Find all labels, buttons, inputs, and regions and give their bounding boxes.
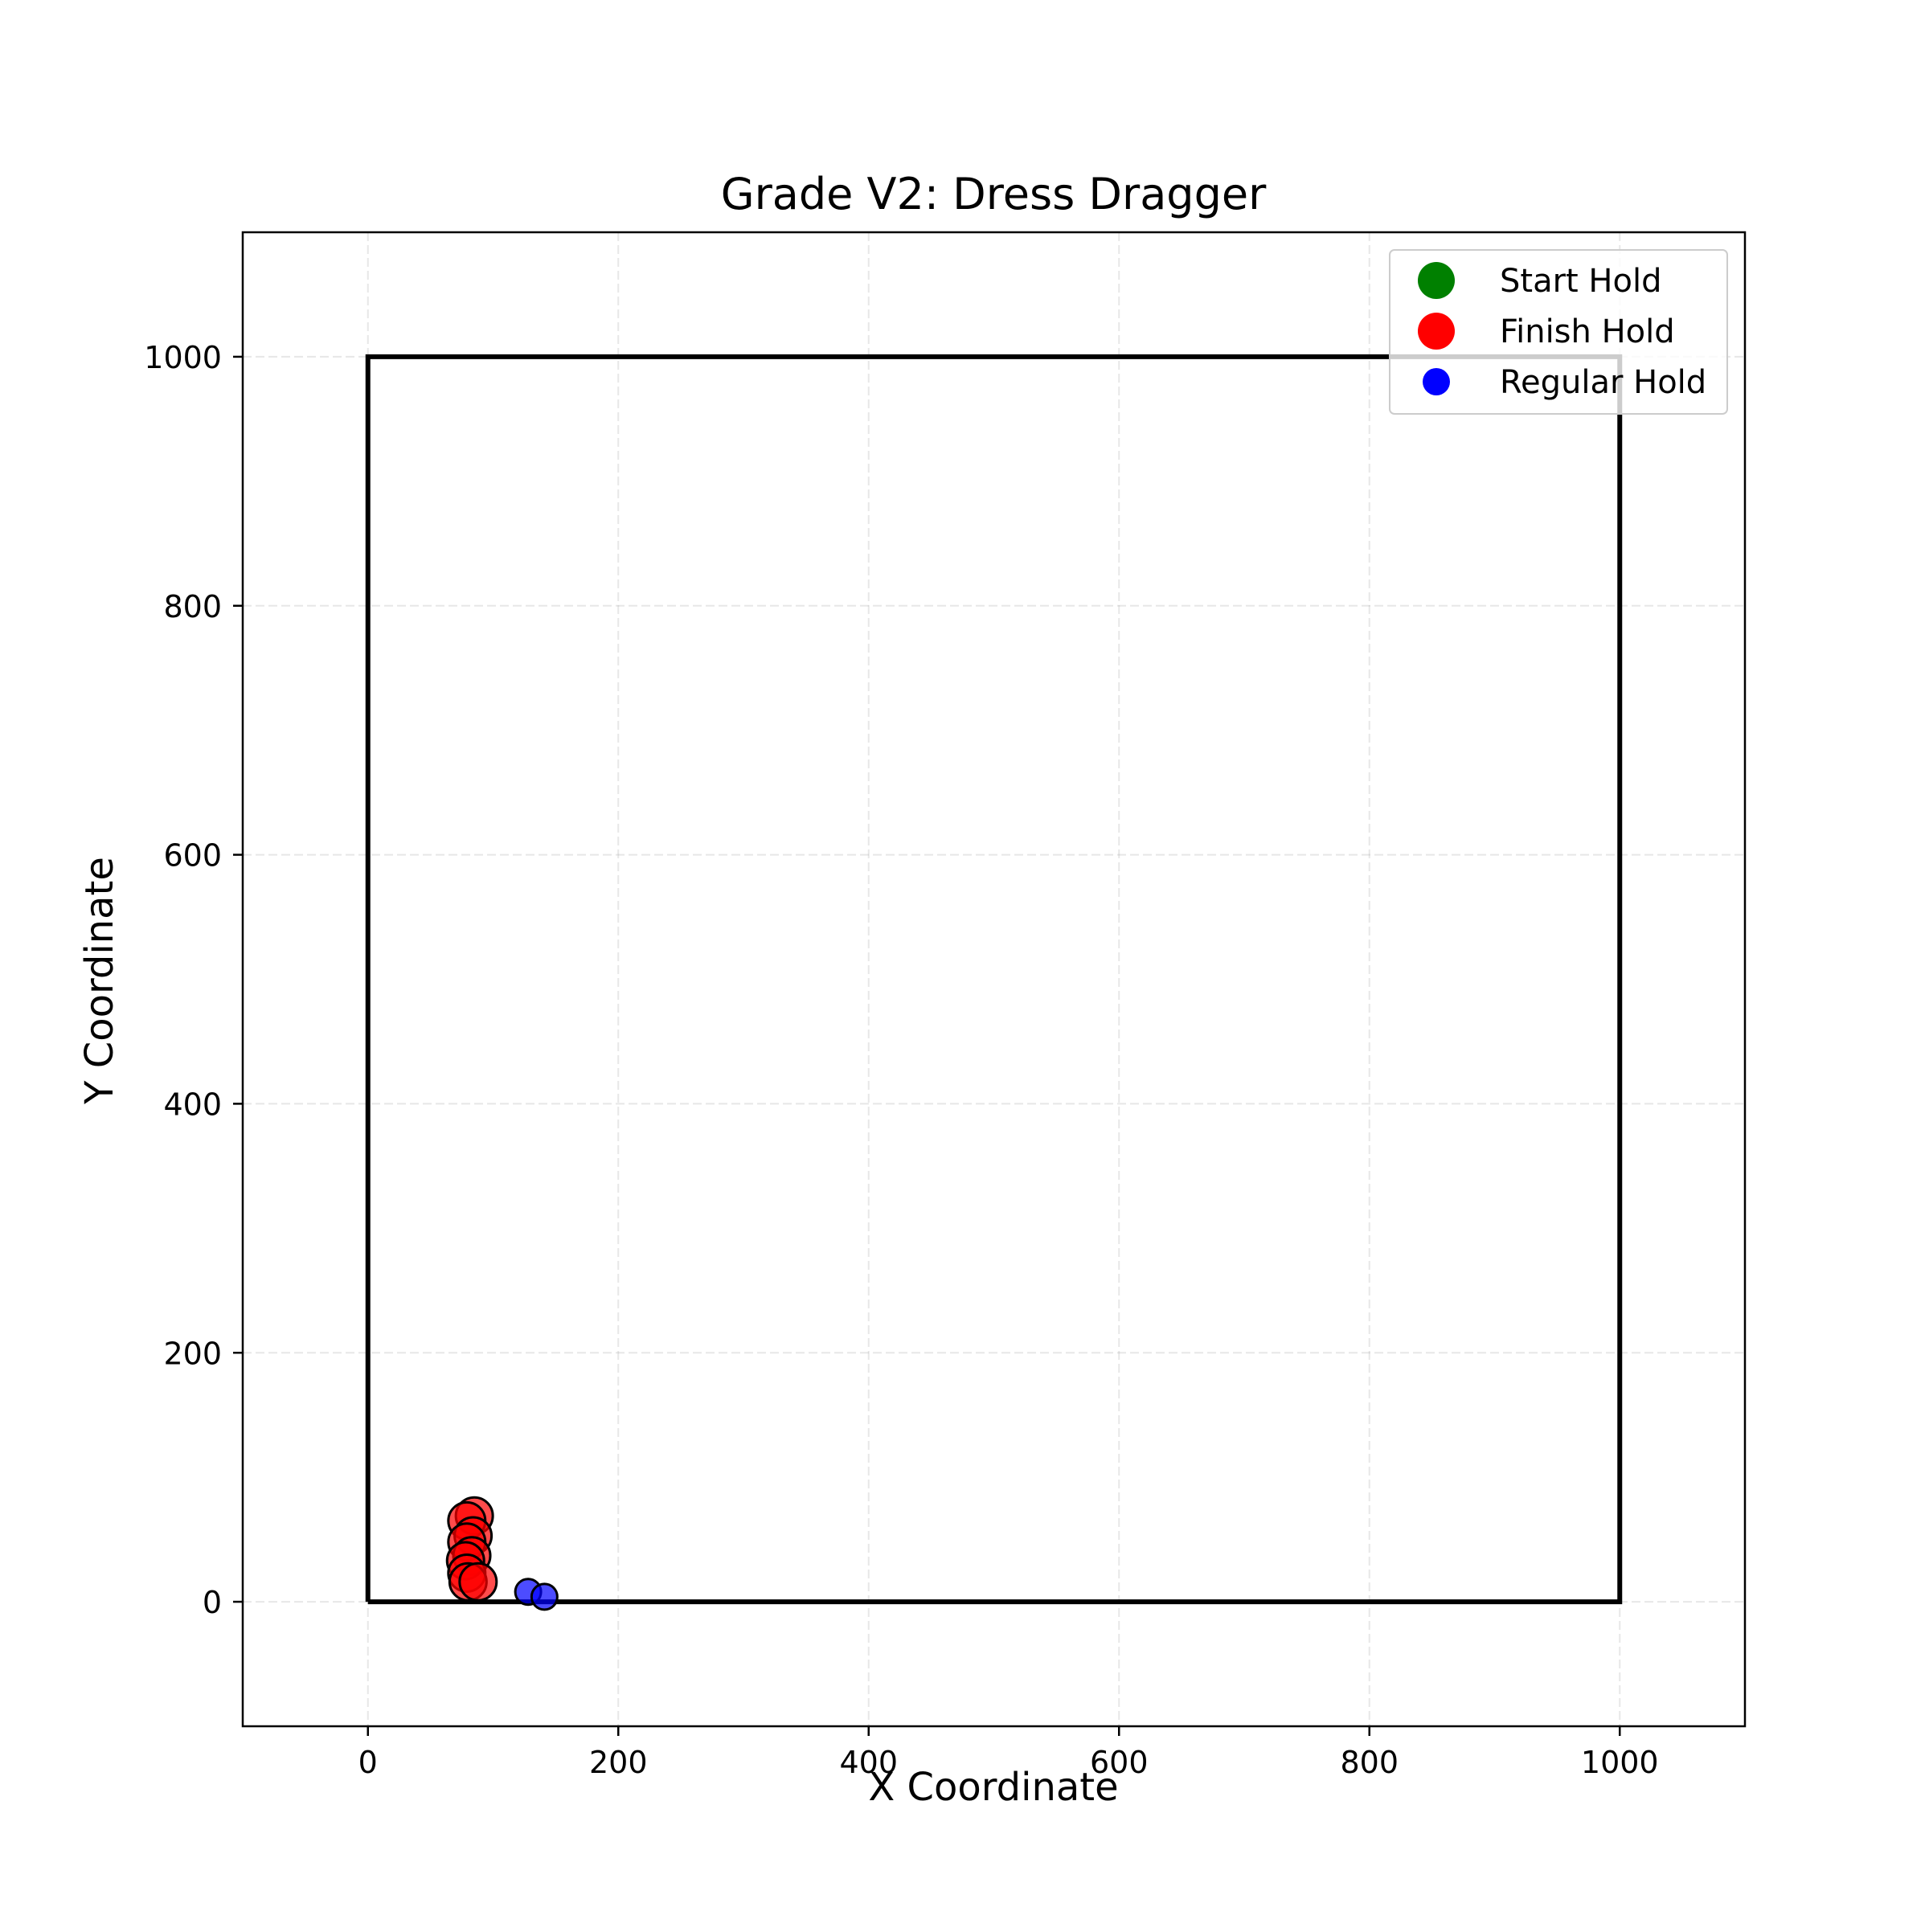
legend-label-finish-hold: Finish Hold: [1500, 313, 1675, 350]
legend-box: [1389, 249, 1728, 415]
y-tick-label: 600: [163, 838, 222, 874]
x-tick-label: 400: [839, 1745, 898, 1780]
regular-hold-point: [530, 1582, 559, 1611]
x-tick-label: 1000: [1581, 1745, 1659, 1780]
y-axis-ticks: 0 200 400 600 800 1000: [144, 340, 243, 1620]
x-axis-ticks: 0 200 400 600 800 1000: [358, 1726, 1659, 1780]
x-tick-label: 200: [589, 1745, 648, 1780]
x-tick-label: 0: [358, 1745, 378, 1780]
y-tick-label: 400: [163, 1087, 222, 1122]
x-tick-label: 600: [1090, 1745, 1149, 1780]
data-points: [445, 1496, 559, 1611]
y-tick-label: 800: [163, 589, 222, 624]
y-tick-label: 1000: [144, 340, 222, 375]
finish-hold-point: [458, 1562, 498, 1602]
axes-frame: [241, 231, 1747, 1728]
legend-marker-regular-hold: [1423, 368, 1450, 395]
legend: Start Hold Finish Hold Regular Hold: [1389, 249, 1728, 415]
legend-marker-start-hold: [1418, 262, 1455, 299]
legend-label-start-hold: Start Hold: [1500, 263, 1661, 300]
x-axis-label: X Coordinate: [868, 1765, 1118, 1810]
y-axis-label: Y Coordinate: [77, 857, 122, 1105]
chart-title: Grade V2: Dress Dragger: [721, 169, 1267, 219]
legend-label-regular-hold: Regular Hold: [1500, 364, 1706, 401]
y-tick-label: 0: [203, 1585, 222, 1620]
x-tick-label: 800: [1340, 1745, 1399, 1780]
y-tick-label: 200: [163, 1336, 222, 1371]
legend-marker-finish-hold: [1418, 313, 1455, 350]
